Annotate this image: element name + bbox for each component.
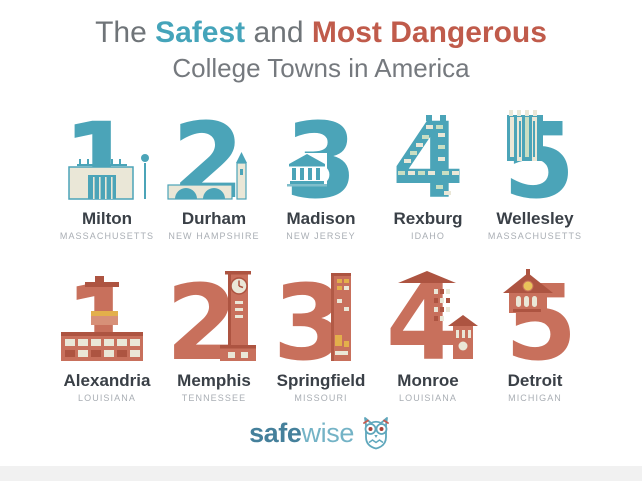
town-name: Durham (181, 209, 247, 228)
brand-wordmark: safewise (249, 415, 354, 451)
dangerous-tile-springfield: 3 Springfield MISSOURI (268, 262, 375, 403)
town-name: Alexandria (63, 371, 151, 390)
springfield-highrise-number-icon: 3 (273, 262, 351, 384)
madison-columns-number-icon: 3 (285, 100, 357, 222)
title-connector: and (253, 16, 304, 49)
town-name: Wellesley (496, 209, 574, 228)
title-line-2: College Towns in America (172, 53, 470, 83)
town-name: Detroit (507, 371, 563, 390)
town-name: Madison (286, 209, 356, 228)
svg-text:2: 2 (166, 262, 238, 384)
town-name: Monroe (397, 371, 459, 390)
safest-row: 1 Milton MASSACHUSETTS 2 (0, 100, 642, 241)
detroit-church-number-icon: 5 (503, 262, 577, 384)
title-safest: Safest (155, 16, 246, 49)
brand-safe: safe (249, 418, 302, 448)
milton-building-number-icon: 1 (63, 100, 149, 222)
state-name: MICHIGAN (508, 393, 562, 403)
state-name: MISSOURI (294, 393, 348, 403)
safest-tile-durham: 2 Durham NEW HAMPSHIRE (161, 100, 268, 241)
town-name: Rexburg (393, 209, 463, 228)
state-name: LOUISIANA (399, 393, 457, 403)
bottom-border-strip (0, 466, 642, 481)
title-dangerous: Most Dangerous (311, 16, 547, 49)
owl-icon (363, 417, 389, 450)
safest-tile-milton: 1 Milton MASSACHUSETTS (54, 100, 161, 241)
safest-tile-madison: 3 Madison NEW JERSEY (268, 100, 375, 241)
brand-wise: wise (301, 418, 355, 448)
svg-text:2: 2 (172, 100, 244, 222)
safest-tile-rexburg: 4 Rexburg IDAHO (375, 100, 482, 241)
memphis-clocktower-number-icon: 2 (166, 262, 256, 384)
title-prefix: The (95, 16, 147, 49)
state-name: NEW HAMPSHIRE (168, 231, 260, 241)
safest-tile-wellesley: 5 Wellesley MASSACHUSETTS (482, 100, 589, 241)
dangerous-tile-alexandria: 1 Alexandria LOUISIANA (54, 262, 161, 403)
state-name: IDAHO (410, 231, 445, 241)
wellesley-tower-number-icon: 5 (503, 100, 575, 222)
town-name: Memphis (177, 371, 251, 390)
state-name: LOUISIANA (78, 393, 136, 403)
state-name: TENNESSEE (181, 393, 247, 403)
dangerous-tile-detroit: 5 Detroit MICHIGAN (482, 262, 589, 403)
state-name: NEW JERSEY (286, 231, 356, 241)
page-title: The Safest and Most Dangerous College To… (0, 0, 642, 85)
svg-text:1: 1 (63, 100, 135, 222)
monroe-apartment-number-icon: 4 (386, 262, 478, 384)
state-name: MASSACHUSETTS (487, 231, 583, 241)
durham-bridge-number-icon: 2 (167, 100, 247, 222)
svg-text:5: 5 (505, 262, 577, 384)
state-name: MASSACHUSETTS (59, 231, 155, 241)
footer-logo: safewise (0, 415, 642, 451)
dangerous-tile-monroe: 4 Monroe LOUISIANA (375, 262, 482, 403)
title-line-1: The Safest and Most Dangerous (0, 14, 642, 52)
town-name: Springfield (276, 371, 366, 390)
town-name: Milton (81, 209, 133, 228)
dangerous-row: 1 Alexandria LOUISIANA (0, 262, 642, 403)
rexburg-tower-number-icon: 4 (392, 100, 464, 222)
dangerous-tile-memphis: 2 Memphis TENNESSEE (161, 262, 268, 403)
alexandria-factory-number-icon: 1 (61, 262, 143, 384)
